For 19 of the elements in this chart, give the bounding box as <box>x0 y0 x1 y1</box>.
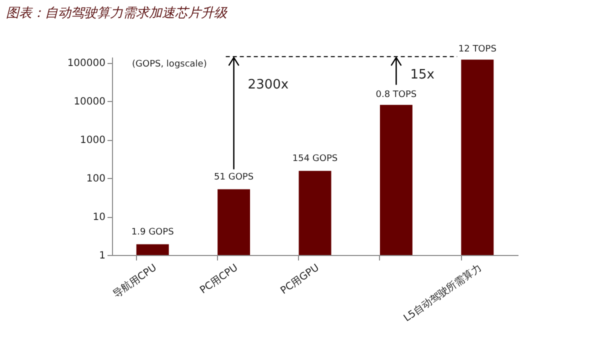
annotation: 15x <box>410 68 435 83</box>
y-tick-label: 100000 <box>67 58 106 70</box>
data-label: 154 GOPS <box>292 154 338 164</box>
annotation: 2300x <box>248 78 289 93</box>
x-tick-label: 导航用CPU <box>110 262 159 300</box>
x-tick-label: PC用GPU <box>278 262 322 297</box>
y-tick-label: 1000 <box>80 135 106 146</box>
x-tick-label: PC用CPU <box>198 262 240 296</box>
y-tick-label: 10 <box>92 212 106 224</box>
x-tick-label: L5自动驾驶所需算力 <box>402 262 484 324</box>
data-label: 1.9 GOPS <box>131 227 174 238</box>
annotation: 0.8 TOPS <box>376 90 417 100</box>
chart-title: 图表：自动驾驶算力需求加速芯片升级 <box>6 5 227 22</box>
text: 12 TOPS <box>458 44 497 55</box>
data-label: 51 GOPS <box>214 172 254 182</box>
y-tick-label: 100 <box>86 174 106 185</box>
y-tick-label: 10000 <box>74 96 106 108</box>
y-tick-label: 1 <box>99 250 106 262</box>
annotation: (GOPS, logscale) <box>132 60 207 70</box>
